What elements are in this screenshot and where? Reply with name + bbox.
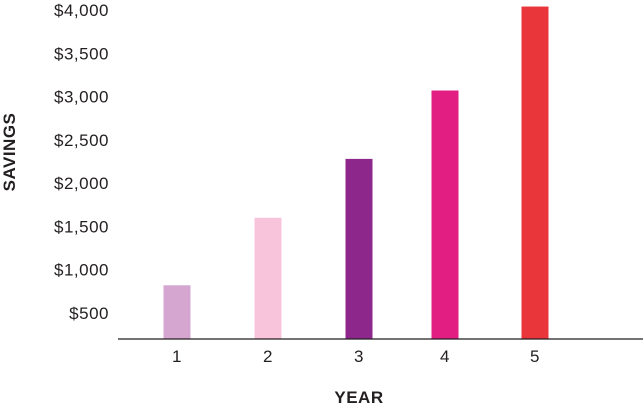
bar-year-5 [521,6,549,340]
bar-year-4 [431,90,459,339]
y-tick-label: $1,000 [54,261,109,280]
x-tick-label: 2 [263,347,273,366]
x-tick-label: 4 [440,347,450,366]
y-tick-label: $2,000 [54,174,109,193]
y-tick-label: $2,500 [54,131,109,150]
bar-year-2 [254,217,282,339]
y-tick-label: $3,000 [54,88,109,107]
x-tick-label: 5 [530,347,540,366]
y-tick-label: $3,500 [54,44,109,63]
y-tick-label: $4,000 [54,1,109,20]
x-axis-tick-labels: 1 2 3 4 5 [172,347,540,366]
bars-group [163,6,549,340]
y-tick-label: $500 [69,304,109,323]
y-axis-title: SAVINGS [0,113,19,192]
y-tick-label: $1,500 [54,217,109,236]
y-axis-tick-labels: $500 $1,000 $1,500 $2,000 $2,500 $3,000 $3,500… [54,1,109,323]
bar-year-1 [163,285,191,339]
x-tick-label: 3 [354,347,364,366]
x-axis-title: YEAR [334,388,383,407]
bar-year-3 [345,158,373,339]
x-tick-label: 1 [172,347,182,366]
